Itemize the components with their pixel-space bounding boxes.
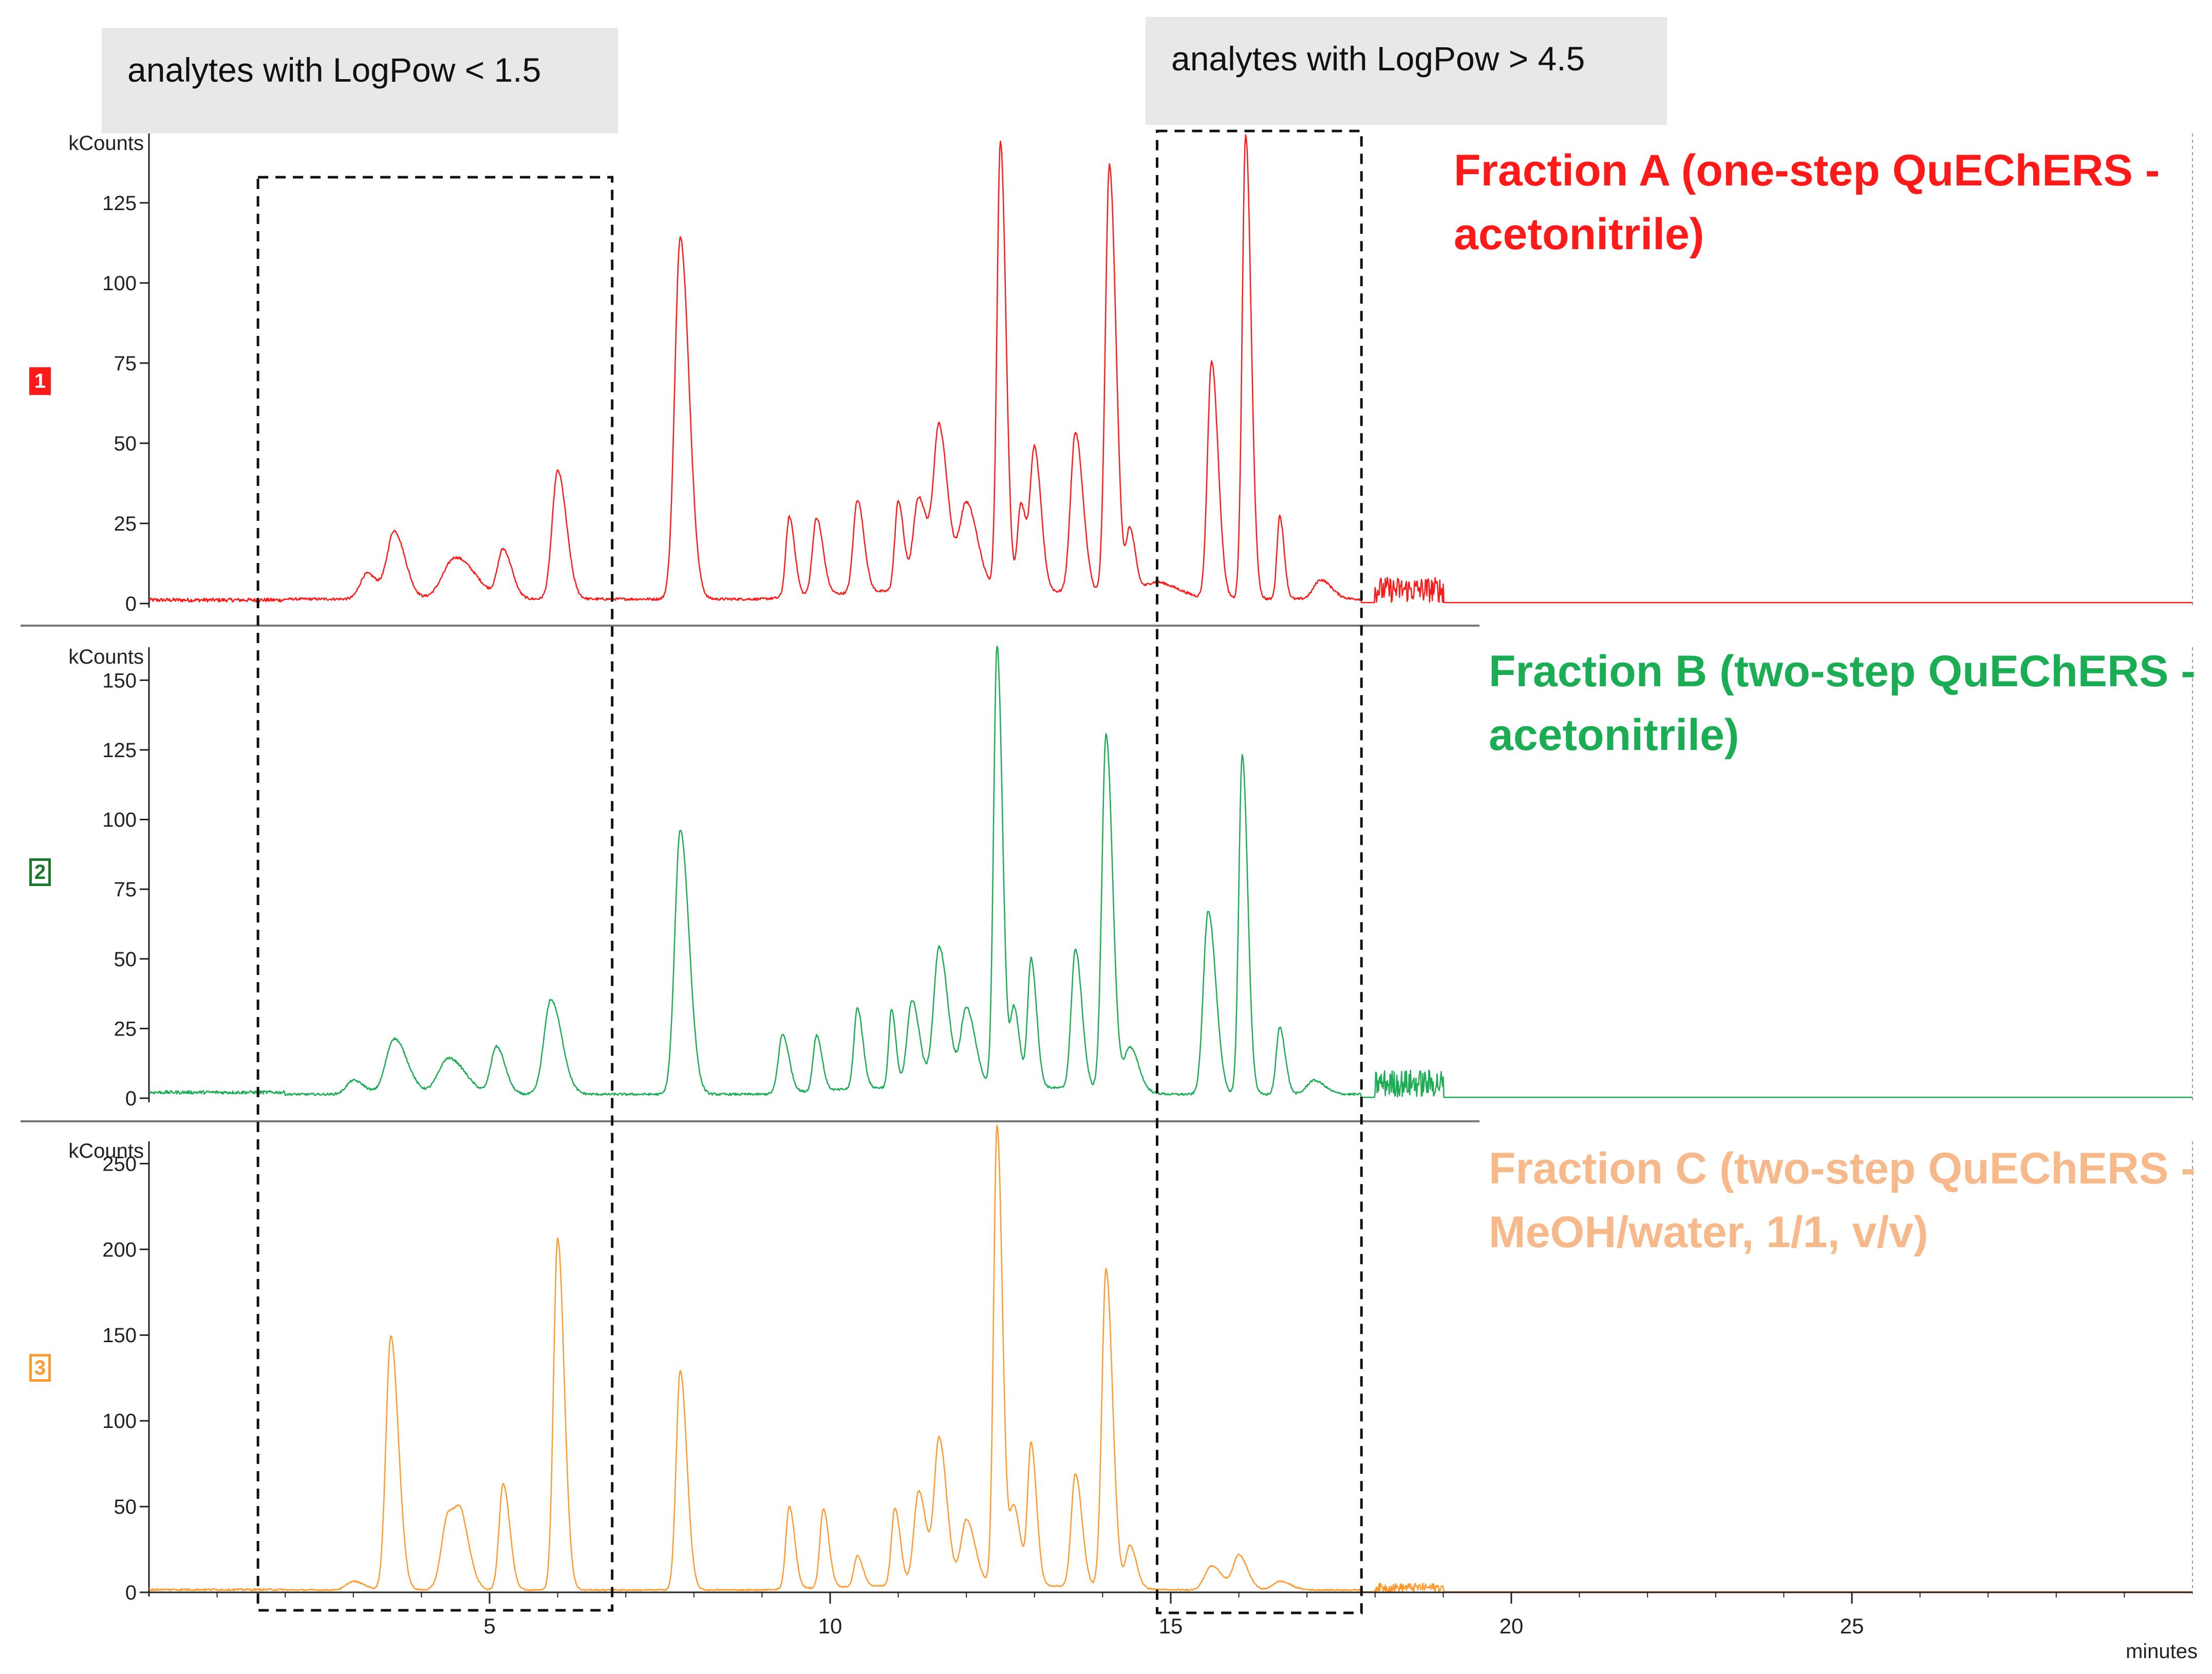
fraction-c-title: Fraction C (two-step QuEChERS - MeOH/wat… [1489,1137,2196,1264]
y-tick-label-2: 125 [102,739,137,762]
trace-badge-1: 1 [29,367,51,395]
y-tick-label-2: 50 [114,948,137,971]
x-tick-label: 5 [483,1614,495,1638]
y-tick-label-1: 125 [102,192,137,215]
annotation-high-logpow-text: analytes with LogPow > 4.5 [1171,40,1585,78]
annotation-low-logpow-text: analytes with LogPow < 1.5 [127,51,541,89]
fraction-b-title-line1: Fraction B (two-step QuEChERS - [1489,647,2196,696]
fraction-c-title-line1: Fraction C (two-step QuEChERS - [1489,1144,2196,1193]
y-tick-label-3: 100 [102,1410,137,1433]
y-tick-label-1: 50 [114,432,137,455]
y-tick-label-3: 0 [125,1582,137,1604]
y-tick-label-2: 0 [125,1087,137,1110]
x-tick-label: 25 [1840,1614,1864,1638]
y-tick-label-2: 100 [102,809,137,832]
trace-line-2 [148,645,2192,1098]
trace-line-1 [148,134,2192,604]
x-tick-label: 20 [1499,1614,1524,1638]
fraction-b-title-line2: acetonitrile) [1489,710,1739,760]
annotation-low-logpow: analytes with LogPow < 1.5 [102,28,618,134]
fraction-a-title-line2: acetonitrile) [1454,210,1704,259]
annotation-window-high [1155,129,1363,1614]
trace-badge-2: 2 [29,858,51,886]
y-tick-label-3: 250 [102,1153,137,1175]
y-tick-label-2: 75 [114,878,137,901]
x-tick-label: 10 [818,1614,842,1638]
y-tick-label-1: 25 [114,513,137,535]
y-axis-label-3: kCounts [68,1140,144,1162]
fraction-b-title: Fraction B (two-step QuEChERS - acetonit… [1489,639,2196,767]
y-tick-label-3: 150 [102,1324,137,1347]
y-axis-label-1: kCounts [68,132,144,155]
y-tick-label-2: 25 [114,1018,137,1040]
annotation-high-logpow: analytes with LogPow > 4.5 [1146,17,1667,125]
y-tick-label-1: 0 [125,593,137,615]
fraction-c-title-line2: MeOH/water, 1/1, v/v) [1489,1208,1928,1257]
trace-badge-3: 3 [29,1354,51,1382]
x-axis-label: minutes [2126,1640,2198,1663]
fraction-a-title-line1: Fraction A (one-step QuEChERS - [1454,146,2160,195]
trace-panel-2: kCounts 0 25 50 75 100 125 150 [21,645,2193,1122]
annotation-window-low [256,176,614,1612]
y-tick-label-1: 100 [102,272,137,295]
y-tick-label-2: 150 [102,669,137,692]
y-tick-label-3: 50 [114,1496,137,1518]
x-tick-label: 15 [1159,1614,1183,1638]
y-axis-label-2: kCounts [68,646,144,668]
y-tick-label-1: 75 [114,352,137,375]
trace-panel-1: kCounts 0 25 50 75 100 125 [21,132,2193,627]
fraction-a-title: Fraction A (one-step QuEChERS - acetonit… [1454,139,2160,266]
y-tick-label-3: 200 [102,1238,137,1261]
